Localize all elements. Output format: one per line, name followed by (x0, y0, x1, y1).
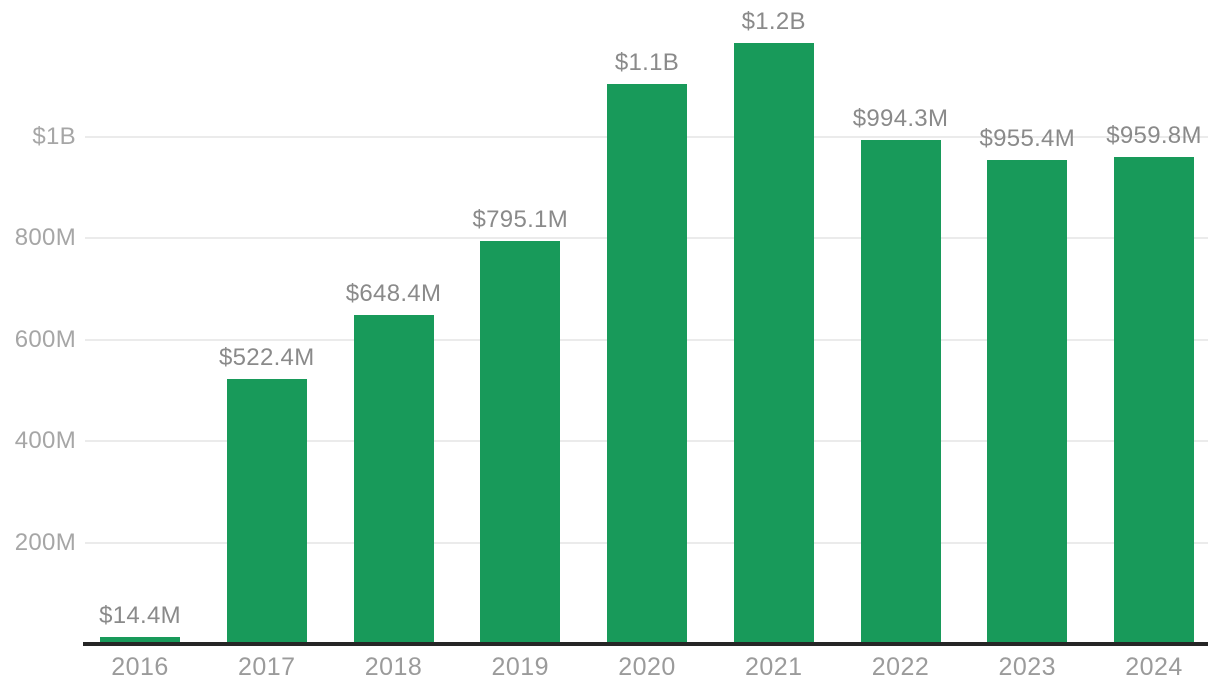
x-axis-year-label: 2023 (998, 653, 1057, 681)
bar-value-label: $1.2B (741, 8, 806, 36)
bar-2023 (987, 159, 1068, 646)
x-axis-line (83, 642, 1208, 646)
bar-value-label: $994.3M (852, 104, 949, 132)
bar-2020 (607, 83, 687, 646)
y-axis-tick-label: 800M (14, 224, 76, 252)
bar-value-label: $522.4M (219, 344, 315, 372)
bar-2021 (733, 43, 814, 646)
bar-value-label: $14.4M (99, 601, 181, 629)
x-axis-year-label: 2022 (871, 653, 930, 681)
x-axis-year-label: 2024 (1125, 653, 1183, 681)
x-axis-year-label: 2018 (364, 653, 423, 681)
x-axis-year-label: 2016 (111, 653, 169, 681)
bar-value-label: $648.4M (345, 280, 442, 308)
x-axis-year-label: 2017 (237, 653, 296, 681)
bar-value-label: $959.8M (1106, 122, 1202, 150)
y-axis-tick-label: 200M (14, 528, 76, 556)
bar-2024 (1114, 157, 1194, 646)
x-axis-year-label: 2021 (744, 653, 803, 681)
y-axis-tick-label: $1B (32, 123, 76, 150)
bar-2017 (226, 379, 307, 646)
bar-value-label: $1.1B (614, 48, 680, 76)
x-axis-year-label: 2019 (491, 653, 550, 681)
bar-2016 (100, 636, 180, 646)
bar-2019 (480, 240, 561, 646)
bar-value-label: $795.1M (472, 205, 568, 233)
y-axis-tick-label: 600M (14, 325, 76, 353)
y-axis-tick-label: 400M (14, 427, 76, 455)
bar-value-label: $955.4M (979, 124, 1075, 152)
x-axis-year-label: 2020 (618, 653, 676, 681)
bar-2022 (860, 139, 941, 646)
bar-2018 (353, 315, 434, 646)
